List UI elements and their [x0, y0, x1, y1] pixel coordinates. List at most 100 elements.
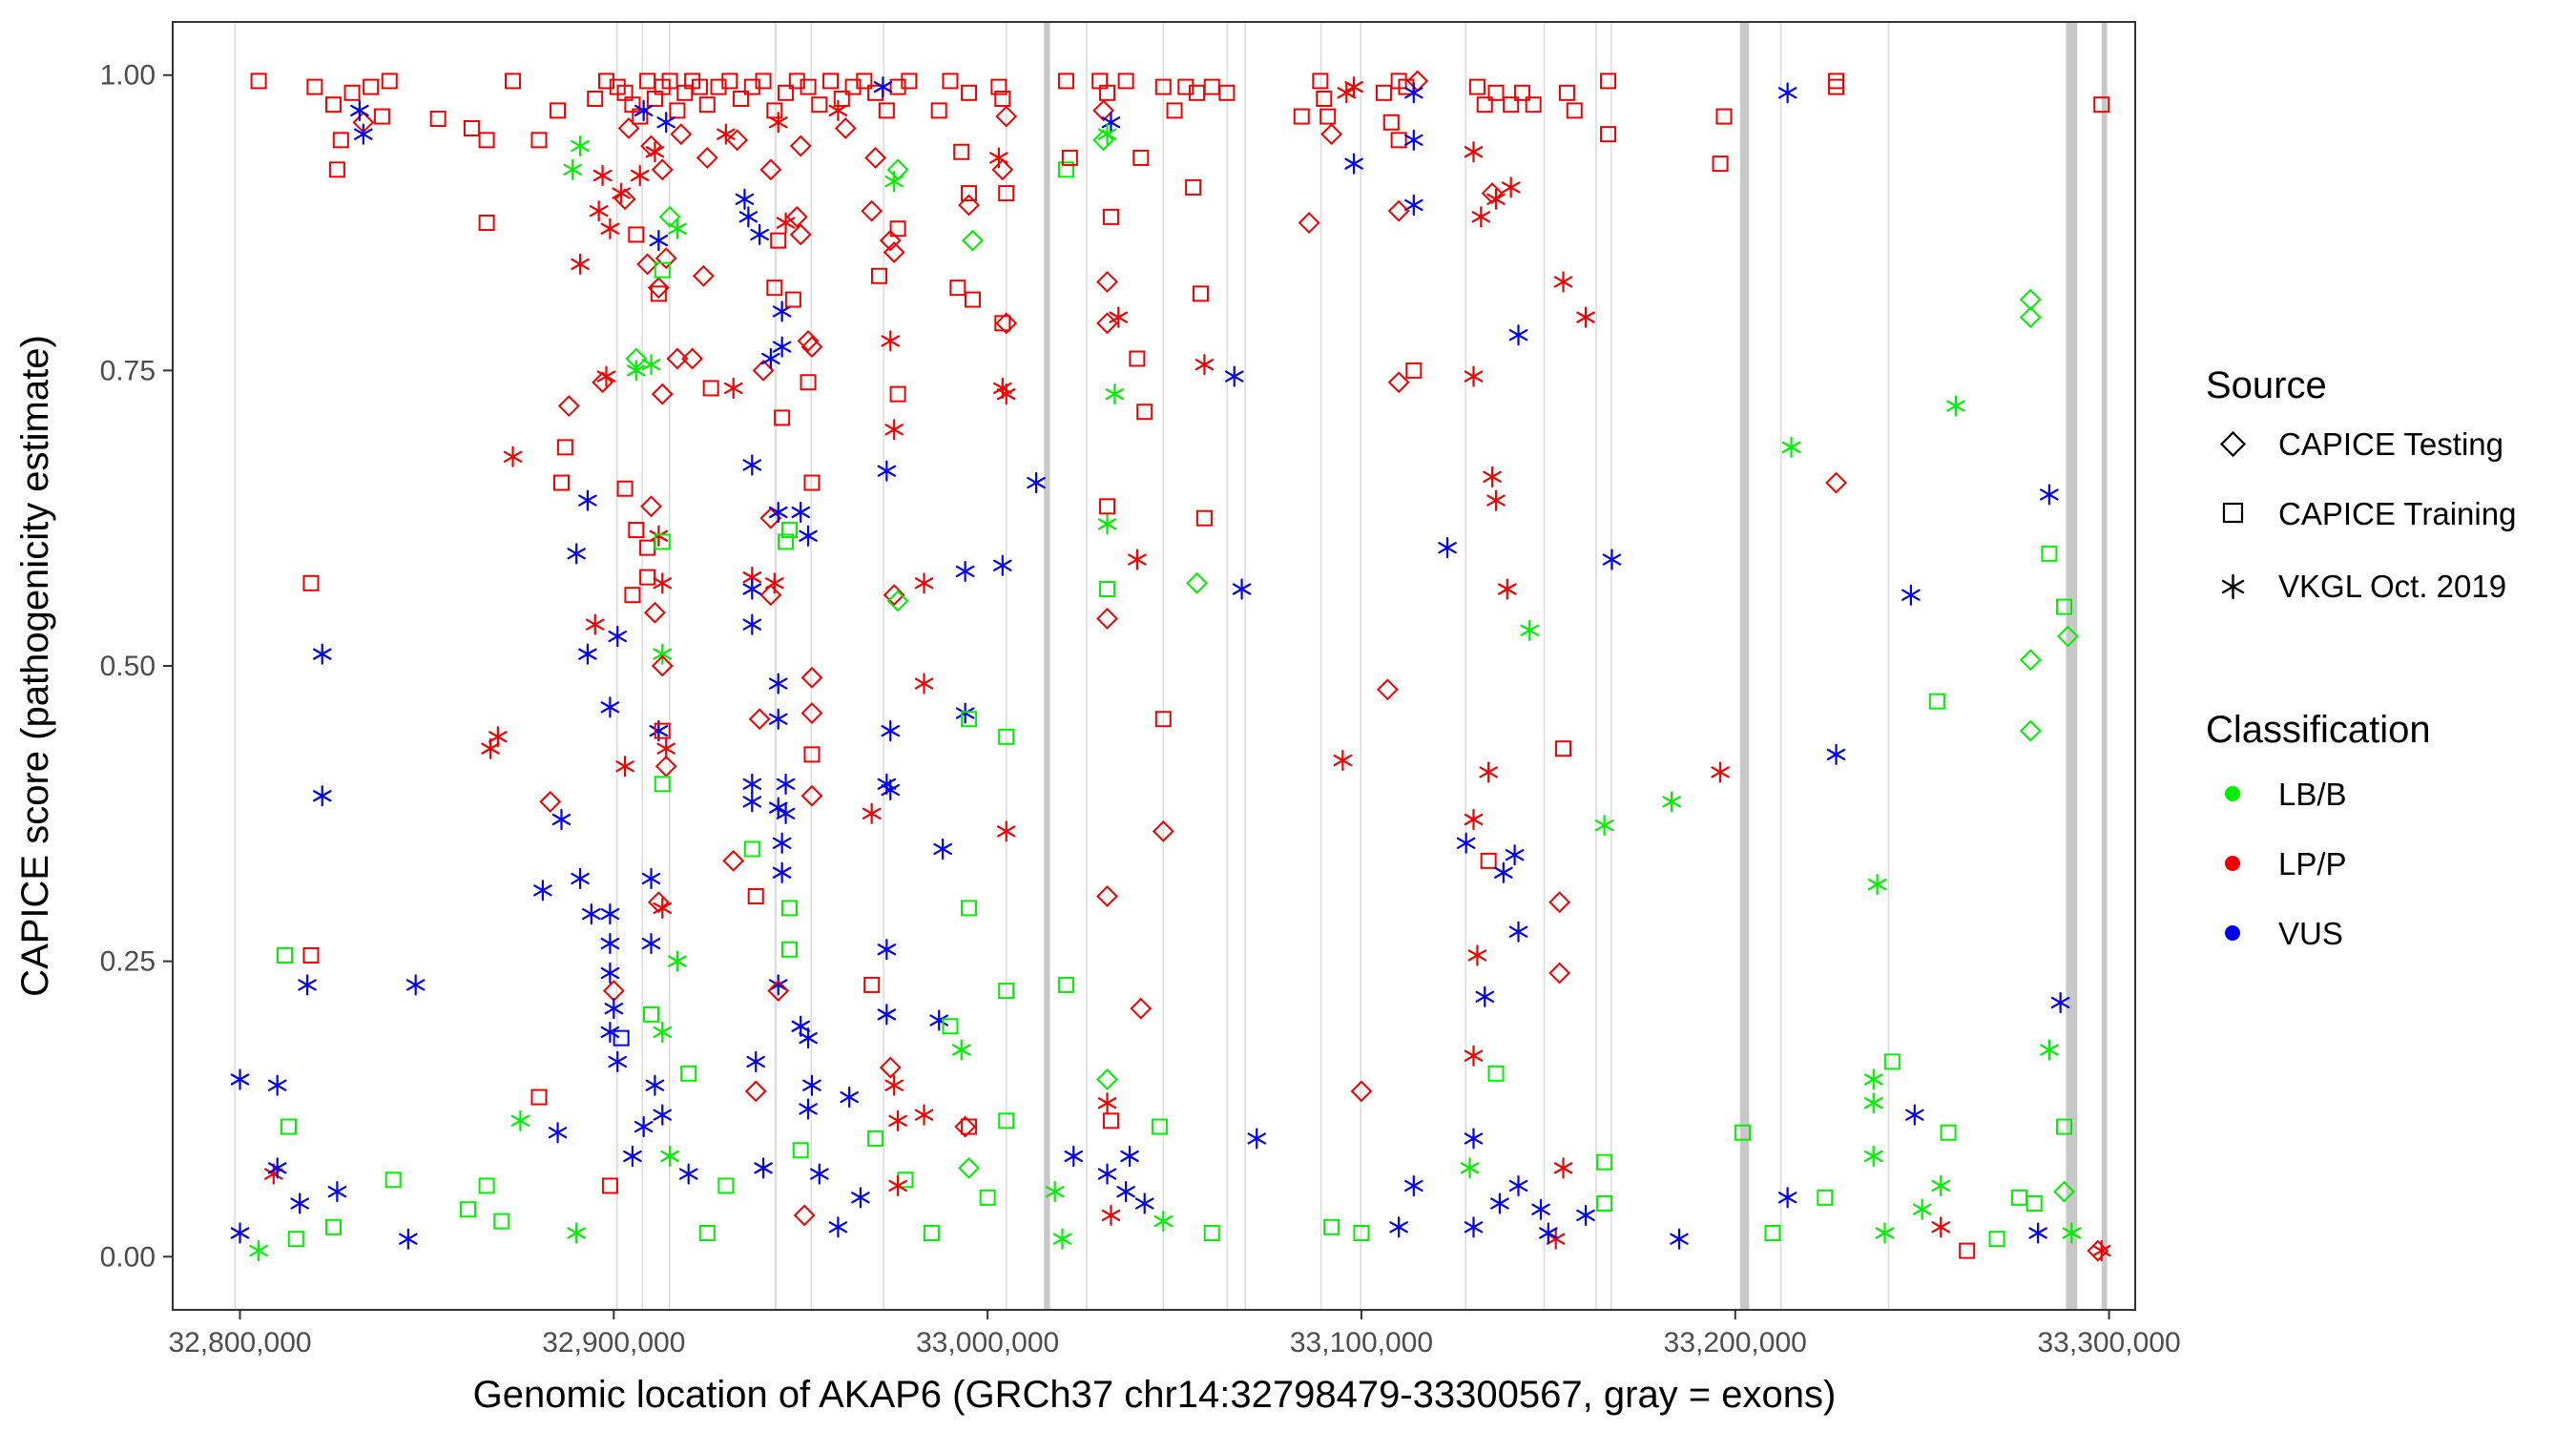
- point-vkgl-vus: [2040, 484, 2059, 506]
- point-train-lpp: [463, 119, 480, 136]
- point-vkgl-vus: [1404, 82, 1423, 104]
- point-vkgl-vus: [799, 1098, 818, 1120]
- point-test-lpp: [752, 359, 775, 382]
- point-vkgl-lpp: [888, 1174, 907, 1197]
- point-vkgl-vus: [772, 861, 792, 883]
- point-test-lpp: [883, 584, 905, 607]
- point-train-lpp: [552, 474, 570, 491]
- point-test-lpp: [800, 784, 823, 807]
- point-vkgl-vus: [578, 643, 597, 665]
- point-vkgl-lbb: [1594, 815, 1614, 837]
- point-test-lpp: [1320, 123, 1343, 146]
- point-train-lbb: [1487, 1065, 1505, 1082]
- point-vkgl-vus: [608, 625, 628, 648]
- point-vkgl-vus: [649, 230, 669, 252]
- point-train-lpp: [624, 587, 641, 604]
- point-vkgl-lbb: [1931, 1174, 1951, 1197]
- point-vkgl-lbb: [660, 1145, 679, 1168]
- point-vkgl-vus: [1777, 1187, 1797, 1209]
- point-train-lpp: [822, 73, 840, 90]
- point-test-lpp: [592, 371, 613, 394]
- point-train-lpp: [550, 102, 567, 119]
- point-vkgl-lpp: [1097, 1092, 1117, 1114]
- point-test-lbb: [658, 205, 681, 228]
- point-vkgl-vus: [754, 1157, 773, 1179]
- point-test-lpp: [647, 277, 670, 300]
- point-test-lbb: [2019, 649, 2042, 672]
- legend-classification-title: Classification: [2206, 709, 2431, 751]
- point-train-lpp: [803, 474, 821, 491]
- point-vkgl-lbb: [1781, 436, 1801, 458]
- point-test-lpp: [722, 849, 745, 872]
- point-vkgl-lbb: [510, 1110, 530, 1131]
- point-vkgl-lpp: [1483, 466, 1502, 487]
- point-test-lpp: [692, 264, 715, 287]
- point-test-lpp: [1130, 997, 1153, 1020]
- point-test-lpp: [647, 891, 670, 914]
- point-test-lpp: [789, 135, 812, 157]
- point-vkgl-lpp: [592, 164, 613, 187]
- point-vkgl-lpp: [1931, 1216, 1951, 1238]
- point-train-lbb: [717, 1177, 735, 1194]
- point-vkgl-vus: [290, 1192, 309, 1214]
- point-vkgl-vus: [678, 1163, 698, 1185]
- point-vkgl-lpp: [503, 446, 523, 467]
- point-vkgl-lpp: [1337, 82, 1357, 104]
- point-train-lbb: [923, 1224, 940, 1241]
- x-axis-title: Genomic location of AKAP6 (GRCh37 chr14:…: [473, 1374, 1837, 1416]
- point-vkgl-vus: [955, 702, 975, 724]
- point-vkgl-lbb: [627, 360, 646, 382]
- point-train-lpp: [1316, 91, 1333, 108]
- point-train-lpp: [478, 215, 495, 232]
- point-vkgl-vus: [877, 773, 897, 795]
- point-train-lpp: [930, 102, 947, 119]
- point-test-lpp: [1096, 885, 1118, 907]
- point-vkgl-lbb: [2062, 1222, 2082, 1244]
- point-vkgl-lbb: [1460, 1157, 1480, 1179]
- point-vkgl-vus: [312, 643, 332, 665]
- point-train-lpp: [250, 73, 267, 90]
- point-train-lpp: [755, 73, 772, 90]
- point-vkgl-vus: [1464, 1216, 1484, 1238]
- exon-band-10: [1162, 22, 1165, 1310]
- point-test-lpp: [1298, 212, 1320, 234]
- point-vkgl-vus: [742, 791, 762, 813]
- point-vkgl-vus: [776, 773, 796, 795]
- point-vkgl-vus: [772, 832, 792, 854]
- point-vkgl-lpp: [828, 99, 848, 121]
- legend-key-capice-training: [2222, 502, 2244, 524]
- point-test-lpp: [1350, 1080, 1373, 1103]
- point-vkgl-vus: [772, 336, 792, 358]
- point-train-lbb: [1940, 1124, 1957, 1141]
- point-test-lpp: [666, 347, 689, 370]
- point-test-lpp: [995, 312, 1018, 335]
- point-train-lpp: [721, 73, 738, 90]
- point-train-lbb: [1988, 1231, 2005, 1248]
- point-train-lpp: [788, 73, 805, 90]
- point-train-lpp: [1099, 84, 1116, 101]
- point-vkgl-vus: [1134, 1192, 1154, 1214]
- point-vkgl-lpp: [914, 673, 934, 695]
- point-train-lbb: [1057, 976, 1074, 993]
- point-train-lpp: [964, 291, 981, 308]
- point-train-lpp: [878, 102, 895, 119]
- point-vkgl-vus: [993, 554, 1012, 576]
- point-test-lpp: [1387, 371, 1410, 394]
- point-vkgl-lpp: [1467, 944, 1487, 966]
- point-vkgl-lpp: [488, 726, 508, 748]
- point-train-lpp: [1192, 285, 1209, 302]
- legend: Source CAPICE Testing CAPICE Training VK…: [2206, 364, 2516, 951]
- point-test-lpp: [651, 654, 674, 677]
- x-tick-label: 33,200,000: [1664, 1327, 1807, 1358]
- point-vkgl-vus: [1905, 1104, 1924, 1126]
- point-train-lpp: [1136, 404, 1153, 421]
- point-train-lbb: [1099, 580, 1116, 597]
- point-test-lpp: [651, 383, 674, 405]
- exon-band-21: [1887, 22, 1890, 1310]
- point-train-lpp: [889, 220, 906, 238]
- y-tick-label: 0.75: [100, 355, 156, 386]
- point-test-lpp: [800, 336, 823, 359]
- point-vkgl-lpp: [1553, 271, 1573, 293]
- point-vkgl-lbb: [1912, 1198, 1932, 1220]
- point-test-lbb: [1186, 571, 1208, 594]
